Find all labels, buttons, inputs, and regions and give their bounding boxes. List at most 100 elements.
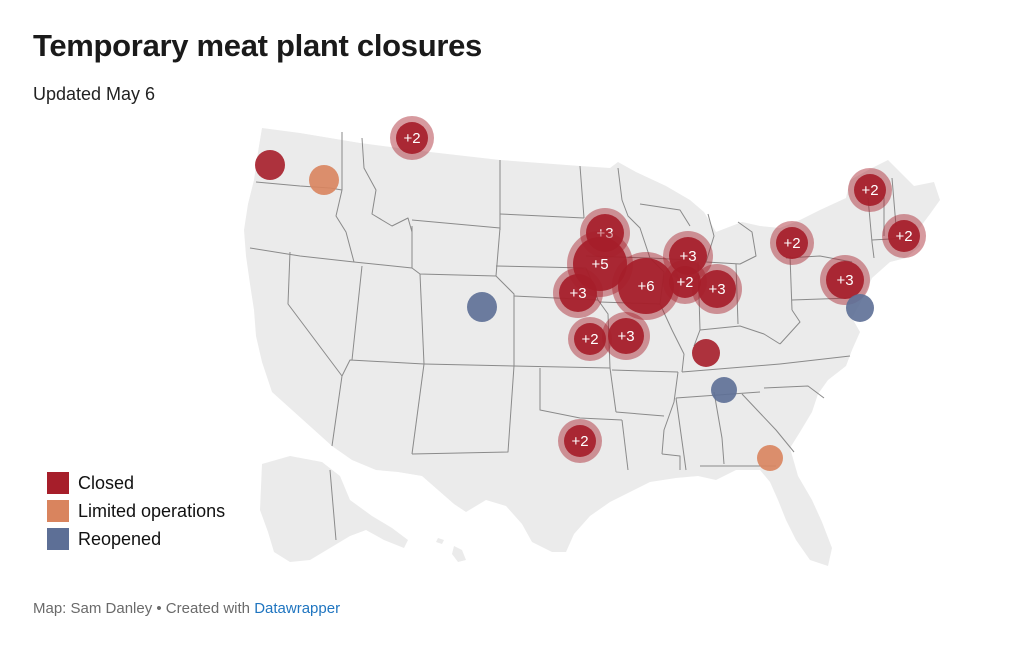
marker-dot bbox=[669, 266, 701, 298]
legend: Closed Limited operations Reopened bbox=[47, 469, 225, 553]
plant-marker-closed[interactable]: +2 bbox=[770, 221, 814, 265]
plant-marker-closed[interactable] bbox=[255, 150, 285, 180]
marker-count-label: +2 bbox=[403, 130, 420, 147]
marker-count-label: +2 bbox=[571, 433, 588, 450]
border-nd-sd bbox=[499, 213, 585, 219]
marker-count-label: +2 bbox=[895, 228, 912, 245]
marker-dot bbox=[826, 261, 864, 299]
page-title: Temporary meat plant closures bbox=[33, 28, 482, 63]
marker-count-label: +2 bbox=[676, 274, 693, 291]
border-ok-ar bbox=[609, 367, 617, 413]
plant-marker-closed[interactable]: +3 bbox=[602, 312, 650, 360]
border-oh-pa bbox=[789, 255, 793, 311]
border-ny-vt bbox=[867, 197, 875, 259]
reopened-swatch bbox=[47, 528, 69, 550]
marker-count-label: +3 bbox=[679, 248, 696, 265]
plant-marker-closed[interactable]: +2 bbox=[568, 317, 612, 361]
marker-dot bbox=[559, 274, 597, 312]
datawrapper-link[interactable]: Datawrapper bbox=[254, 600, 341, 617]
marker-count-label: +3 bbox=[569, 285, 586, 302]
plant-marker-closed[interactable]: +3 bbox=[663, 231, 713, 281]
footer-credit: Map: Sam Danley • Created with bbox=[33, 600, 255, 617]
markers-layer: +2+3+5+6+3+2 +3+3+2 +3+2+2+2+2+3 bbox=[255, 116, 926, 471]
hawaii-land bbox=[452, 546, 466, 562]
border-ky-tn bbox=[681, 363, 781, 373]
plant-marker-closed[interactable]: +2 bbox=[882, 214, 926, 258]
closed-swatch bbox=[47, 472, 69, 494]
marker-count-label: +3 bbox=[708, 281, 725, 298]
border-ok-tx bbox=[539, 368, 623, 421]
border-ak bbox=[329, 469, 337, 541]
footer: Map: Sam Danley • Created with Datawrapp… bbox=[33, 600, 340, 617]
legend-item-closed: Closed bbox=[47, 469, 225, 497]
border-mo-ky bbox=[681, 353, 685, 373]
border-mo-ar bbox=[611, 369, 679, 373]
border-nv-ut bbox=[351, 265, 363, 361]
plant-marker-reopened[interactable] bbox=[711, 377, 737, 403]
legend-item-reopened: Reopened bbox=[47, 525, 225, 553]
border-az-nm bbox=[411, 363, 425, 455]
legend-label: Closed bbox=[78, 472, 135, 493]
marker-dot bbox=[757, 445, 783, 471]
border-mi-lower bbox=[705, 213, 757, 265]
hawaii-land-2 bbox=[436, 538, 444, 544]
plant-marker-closed[interactable]: +3 bbox=[553, 268, 603, 318]
marker-dot bbox=[309, 165, 339, 195]
plant-marker-closed[interactable]: +3 bbox=[820, 255, 870, 305]
border-in-oh bbox=[735, 263, 739, 325]
border-sd-ne bbox=[495, 265, 587, 269]
border-ks-mo bbox=[597, 299, 611, 369]
border-va-nc bbox=[779, 355, 851, 365]
marker-dot bbox=[564, 425, 596, 457]
border-nm-tx bbox=[411, 365, 515, 455]
plant-marker-closed[interactable]: +3 bbox=[692, 264, 742, 314]
border-nc-sc bbox=[763, 385, 825, 399]
border-wy-sd bbox=[495, 227, 501, 277]
border-id-mt bbox=[361, 137, 413, 233]
marker-dot bbox=[698, 270, 736, 308]
plant-marker-closed[interactable]: +2 bbox=[558, 419, 602, 463]
border-la-ms bbox=[661, 453, 681, 470]
plant-marker-limited[interactable] bbox=[309, 165, 339, 195]
border-nd-mn bbox=[579, 165, 585, 219]
plant-marker-closed[interactable] bbox=[692, 339, 720, 367]
marker-dot bbox=[888, 220, 920, 252]
page-subtitle: Updated May 6 bbox=[33, 84, 156, 104]
legend-label: Reopened bbox=[78, 528, 162, 549]
marker-dot bbox=[396, 122, 428, 154]
marker-dot bbox=[854, 174, 886, 206]
border-tx-la bbox=[621, 419, 629, 471]
border-mn-wi bbox=[617, 167, 651, 259]
marker-count-label: +2 bbox=[581, 331, 598, 348]
plant-marker-reopened[interactable] bbox=[846, 294, 874, 322]
plant-marker-closed[interactable]: +2 bbox=[663, 260, 707, 304]
marker-count-label: +2 bbox=[861, 182, 878, 199]
border-wi-mi bbox=[639, 203, 691, 227]
marker-dot bbox=[692, 339, 720, 367]
plant-marker-reopened[interactable] bbox=[467, 292, 497, 322]
marker-dot bbox=[574, 323, 606, 355]
border-ky-oh bbox=[699, 325, 781, 345]
marker-count-label: +6 bbox=[637, 278, 654, 295]
marker-count-label: +5 bbox=[591, 256, 608, 273]
border-co-nm bbox=[423, 363, 515, 367]
limited-swatch bbox=[47, 500, 69, 522]
border-ar-ms bbox=[661, 371, 679, 455]
plant-marker-closed[interactable]: +6 bbox=[612, 252, 680, 320]
plant-marker-closed[interactable]: +2 bbox=[390, 116, 434, 160]
marker-count-label: +2 bbox=[783, 235, 800, 252]
plant-marker-closed[interactable]: +2 bbox=[848, 168, 892, 212]
border-ga-sc bbox=[741, 393, 795, 453]
legend-label: Limited operations bbox=[78, 500, 226, 521]
marker-dot bbox=[669, 237, 707, 275]
marker-dot bbox=[776, 227, 808, 259]
border-mt-wy bbox=[411, 219, 501, 229]
border-il-mo bbox=[659, 303, 685, 355]
plant-marker-limited[interactable] bbox=[757, 445, 783, 471]
border-ms-al bbox=[675, 397, 687, 471]
border-nh-me bbox=[891, 177, 897, 227]
marker-count-label: +3 bbox=[836, 272, 853, 289]
border-or-south bbox=[249, 247, 355, 263]
alaska-land bbox=[260, 456, 408, 562]
